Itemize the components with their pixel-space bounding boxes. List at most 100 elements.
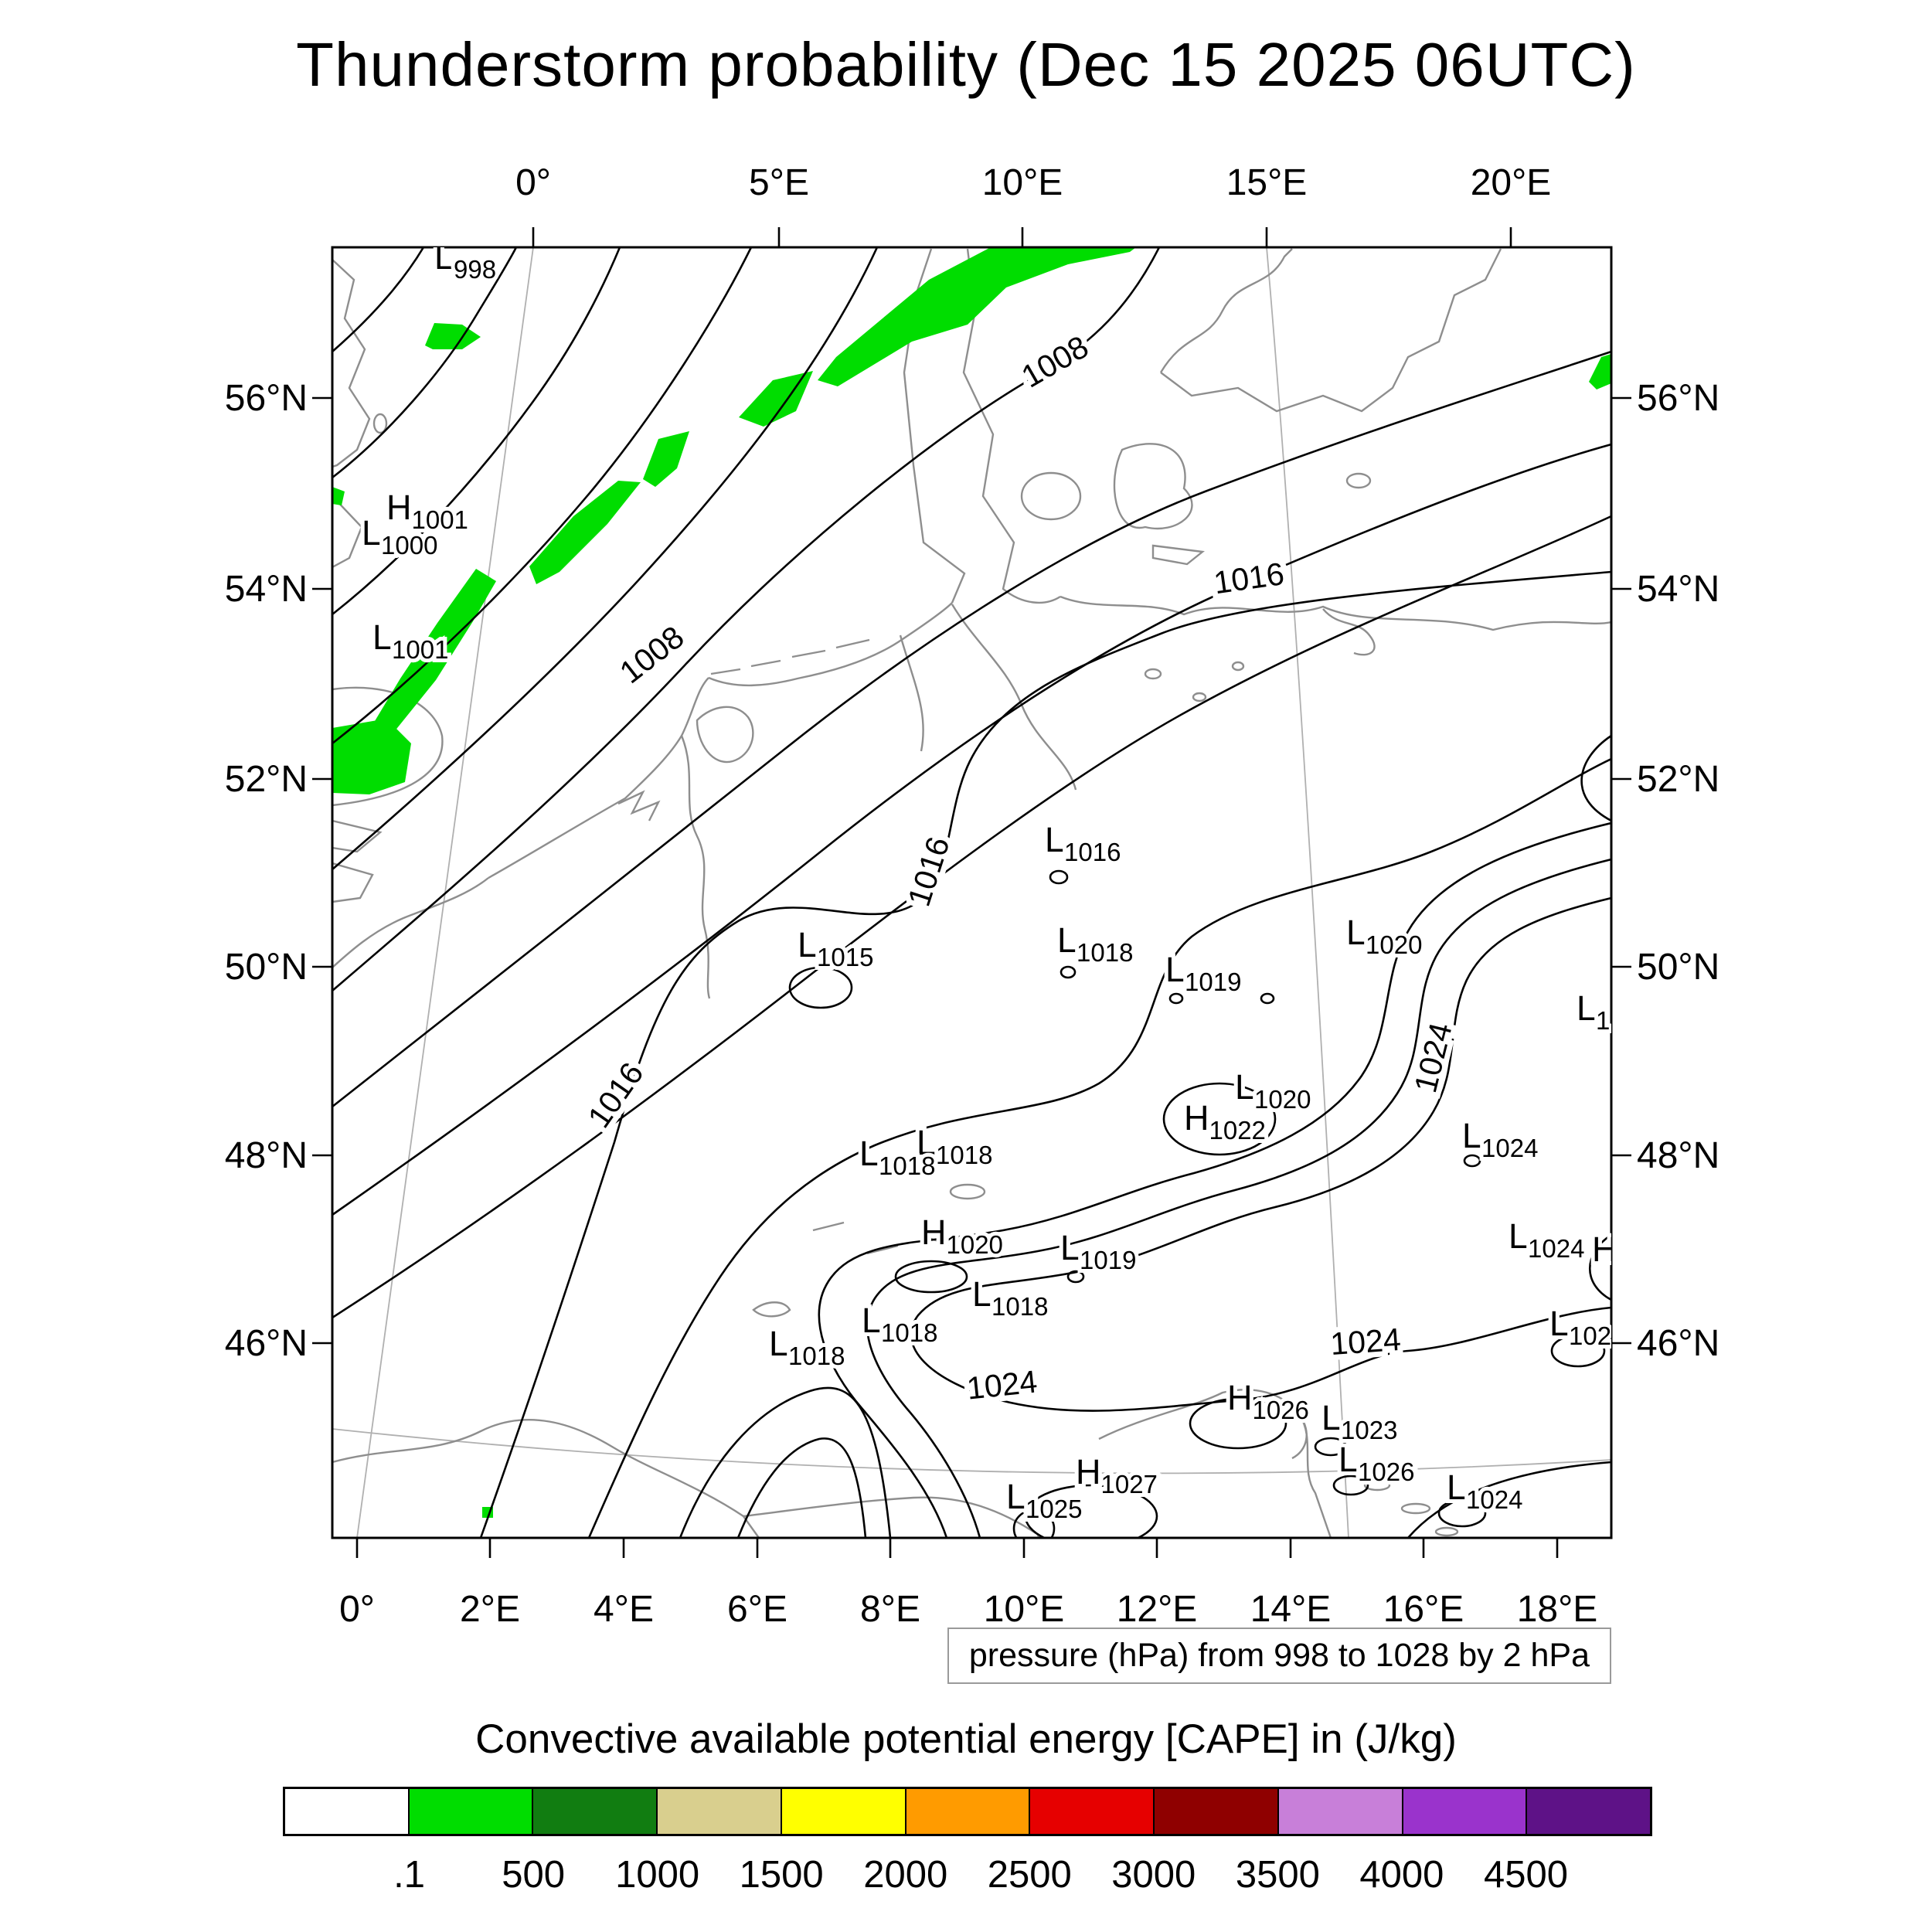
cape-area: [529, 481, 641, 584]
colorbar-segment: [533, 1789, 658, 1834]
isobars: [332, 247, 1611, 1538]
pressure-center-label-L: L1018: [859, 1134, 935, 1180]
pressure-center-label-L: L1019: [1165, 950, 1241, 996]
cape-area: [1589, 354, 1611, 389]
isobar-loop: [1060, 965, 1077, 979]
isobar-loop: [788, 966, 853, 1009]
pressure-caption: pressure (hPa) from 998 to 1028 by 2 hPa: [947, 1628, 1611, 1684]
isobar-loop: [1550, 1334, 1606, 1368]
isobar-line: [332, 247, 879, 870]
map-frame: [331, 246, 1613, 1539]
colorbar-segment: [409, 1789, 534, 1834]
pressure-center-label-L: L1018: [917, 1123, 992, 1169]
isobar-line: [332, 247, 425, 352]
coastline-path: [1020, 471, 1082, 521]
colorbar-segment: [1030, 1789, 1155, 1834]
isobar-loop: [1024, 1484, 1158, 1538]
pressure-center-label-L: L1018: [769, 1324, 845, 1370]
coastline-path: [332, 877, 489, 968]
colorbar-segment: [1403, 1789, 1528, 1834]
cape-area: [372, 569, 496, 736]
coastline-path: [899, 634, 924, 752]
pressure-center-label-L: L1000: [362, 513, 437, 560]
graticule-line: [332, 1428, 1611, 1475]
pressure-center-label-L: L1001: [372, 617, 448, 664]
isobar-value-label: 1024: [1407, 1019, 1459, 1097]
pressure-center-label-L: L998: [434, 237, 496, 284]
colorbar-segment: [658, 1789, 782, 1834]
coastline-path: [1160, 248, 1502, 413]
bottom-axis-tick-label: 16°E: [1383, 1589, 1464, 1630]
colorbar-tick-labels: .1 500 1000 1500 2000 2500 3000 3500 4000 4500: [0, 1853, 1932, 1907]
isobar-loop: [1049, 869, 1069, 885]
pressure-center-label-L: L1026: [1338, 1440, 1414, 1486]
left-axis-tick-label: 56°N: [225, 378, 308, 419]
coastline-path: [1434, 1526, 1459, 1537]
isobar-line: [736, 1437, 867, 1538]
colorbar-segment: [285, 1789, 410, 1834]
cape-area: [332, 719, 411, 794]
coastline-path: [1400, 1502, 1431, 1515]
colorbar-tick-label: 4500: [1483, 1854, 1568, 1896]
pressure-center-label-L: L1015: [798, 925, 873, 971]
coastline-path: [617, 790, 661, 821]
pressure-center-label-L: L1019: [1060, 1228, 1136, 1274]
pressure-center-label-H: H1026: [1227, 1378, 1309, 1424]
pressure-center-label-L: L1024: [1462, 1116, 1538, 1162]
bottom-axis-tick-label: 10°E: [984, 1589, 1065, 1630]
pressure-center-label-L: L1025: [1006, 1477, 1082, 1523]
isobar-line: [332, 247, 518, 479]
colorbar-segment: [1527, 1789, 1651, 1834]
isobar-loop: [1012, 1509, 1056, 1538]
pressure-center-label-L: L1020: [1235, 1067, 1311, 1114]
left-axis-tick-label: 54°N: [225, 569, 308, 610]
right-axis-tick-label: 52°N: [1637, 759, 1719, 800]
colorbar-tick-label: 3500: [1235, 1854, 1320, 1896]
isobar-line: [1407, 1461, 1611, 1538]
colorbar-segment: [906, 1789, 1031, 1834]
bottom-axis-tick-label: 14°E: [1250, 1589, 1332, 1630]
coastline-path: [710, 638, 870, 675]
colorbar-tick-label: 2000: [863, 1854, 948, 1896]
coastline-path: [680, 735, 711, 999]
colorbar-tick-label: 1500: [739, 1854, 824, 1896]
coastline-path: [1291, 1415, 1308, 1460]
isobar-loop: [1463, 1154, 1481, 1168]
bottom-axis-tick-label: 8°E: [860, 1589, 920, 1630]
coastline-path: [1060, 595, 1611, 631]
right-axis-tick-label: 46°N: [1637, 1323, 1719, 1364]
isobar-line: [332, 247, 753, 745]
right-axis-tick-label: 56°N: [1637, 378, 1719, 419]
coastline-path: [1098, 1389, 1332, 1538]
coastline-path: [332, 819, 383, 853]
bottom-axis-tick-label: 18°E: [1517, 1589, 1598, 1630]
isobar-value-label: 1024: [1329, 1321, 1402, 1362]
isobar-line: [866, 858, 1611, 1538]
colorbar-segment: [1278, 1789, 1403, 1834]
isobar-value-label: 1024: [965, 1363, 1039, 1406]
coastline-path: [1322, 608, 1376, 656]
top-axis-tick-label: 20°E: [1471, 162, 1552, 203]
cape-area: [643, 431, 689, 487]
pressure-center-label-L: L1020: [1346, 913, 1422, 959]
top-axis-tick-label: 0°: [515, 162, 551, 203]
colorbar-tick-label: 3000: [1111, 1854, 1196, 1896]
right-axis-tick-label: 48°N: [1637, 1135, 1719, 1176]
isobar-value-label: 1008: [1015, 328, 1094, 394]
isobar-line: [910, 896, 1611, 1412]
coastline-path: [332, 259, 371, 468]
isobar-line: [332, 247, 621, 616]
left-axis-tick-label: 46°N: [225, 1323, 308, 1364]
colorbar-tick-label: 500: [502, 1854, 565, 1896]
top-axis-tick-label: 10°E: [982, 162, 1063, 203]
coastline-path: [372, 413, 388, 434]
isobar-loop: [1437, 1498, 1487, 1528]
isobar-loop: [1332, 1475, 1369, 1496]
coastline-path: [708, 602, 953, 687]
coastline-path: [1159, 248, 1293, 373]
pressure-center-label-L: L1018: [1057, 920, 1133, 967]
right-axis-tick-label: 54°N: [1637, 569, 1719, 610]
isobar-line: [332, 515, 1611, 1319]
coastline-path: [1345, 472, 1372, 489]
